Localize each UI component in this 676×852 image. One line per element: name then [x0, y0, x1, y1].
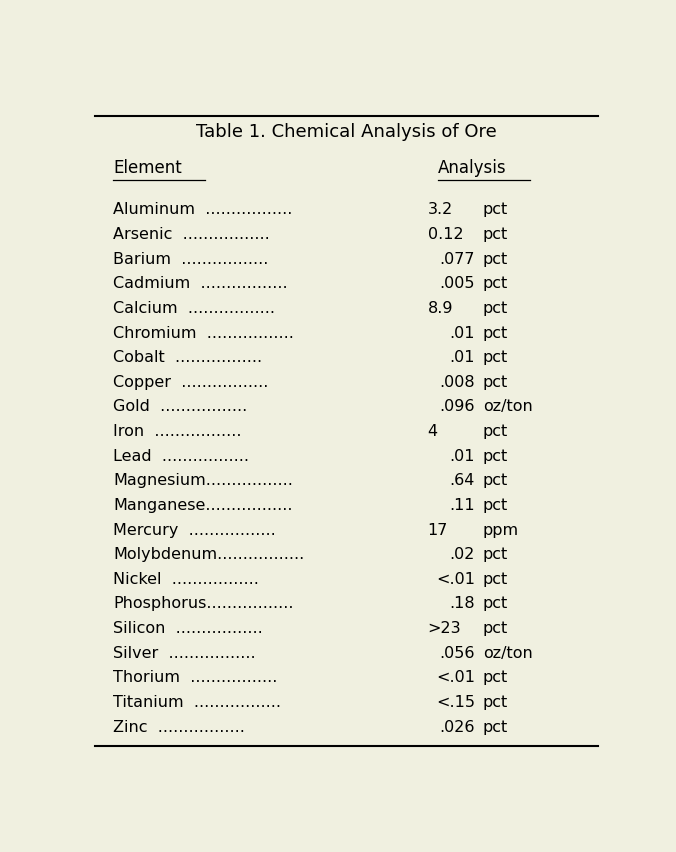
Text: Chromium  .................: Chromium .................: [114, 325, 294, 340]
Text: Table 1. Chemical Analysis of Ore: Table 1. Chemical Analysis of Ore: [196, 123, 497, 141]
Text: pct: pct: [483, 423, 508, 439]
Text: pct: pct: [483, 596, 508, 611]
Text: 3.2: 3.2: [428, 202, 453, 217]
Text: Arsenic  .................: Arsenic .................: [114, 227, 270, 242]
Text: .077: .077: [439, 251, 475, 267]
Text: Manganese.................: Manganese.................: [114, 498, 293, 512]
Text: .02: .02: [450, 547, 475, 561]
Text: Silver  .................: Silver .................: [114, 645, 256, 660]
Text: .01: .01: [450, 325, 475, 340]
Text: .01: .01: [450, 350, 475, 365]
Text: .026: .026: [439, 719, 475, 734]
Text: ppm: ppm: [483, 522, 518, 537]
Text: pct: pct: [483, 547, 508, 561]
Text: pct: pct: [483, 202, 508, 217]
Text: Zinc  .................: Zinc .................: [114, 719, 245, 734]
Text: Gold  .................: Gold .................: [114, 399, 247, 414]
Text: Aluminum  .................: Aluminum .................: [114, 202, 293, 217]
Text: Iron  .................: Iron .................: [114, 423, 242, 439]
Text: 0.12: 0.12: [428, 227, 463, 242]
Text: .005: .005: [439, 276, 475, 291]
Text: pct: pct: [483, 498, 508, 512]
Text: pct: pct: [483, 670, 508, 685]
Text: Titanium  .................: Titanium .................: [114, 694, 281, 709]
Text: pct: pct: [483, 620, 508, 636]
Text: Mercury  .................: Mercury .................: [114, 522, 276, 537]
Text: .64: .64: [450, 473, 475, 488]
Text: Calcium  .................: Calcium .................: [114, 301, 275, 315]
Text: Lead  .................: Lead .................: [114, 448, 249, 463]
Text: <.15: <.15: [436, 694, 475, 709]
Text: pct: pct: [483, 325, 508, 340]
Text: Barium  .................: Barium .................: [114, 251, 268, 267]
Text: Cadmium  .................: Cadmium .................: [114, 276, 288, 291]
Text: pct: pct: [483, 350, 508, 365]
Text: >23: >23: [428, 620, 461, 636]
Text: pct: pct: [483, 276, 508, 291]
Text: Nickel  .................: Nickel .................: [114, 571, 259, 586]
Text: pct: pct: [483, 448, 508, 463]
Text: oz/ton: oz/ton: [483, 645, 533, 660]
Text: .056: .056: [439, 645, 475, 660]
Text: oz/ton: oz/ton: [483, 399, 533, 414]
Text: pct: pct: [483, 473, 508, 488]
Text: Copper  .................: Copper .................: [114, 374, 268, 389]
Text: pct: pct: [483, 251, 508, 267]
Text: pct: pct: [483, 227, 508, 242]
Text: 17: 17: [428, 522, 448, 537]
Text: .096: .096: [439, 399, 475, 414]
Text: Thorium  .................: Thorium .................: [114, 670, 278, 685]
Text: Magnesium.................: Magnesium.................: [114, 473, 293, 488]
Text: pct: pct: [483, 374, 508, 389]
Text: .01: .01: [450, 448, 475, 463]
Text: pct: pct: [483, 571, 508, 586]
Text: pct: pct: [483, 719, 508, 734]
Text: .008: .008: [439, 374, 475, 389]
Text: <.01: <.01: [436, 670, 475, 685]
Text: Analysis: Analysis: [438, 158, 507, 177]
Text: Cobalt  .................: Cobalt .................: [114, 350, 262, 365]
Text: Molybdenum.................: Molybdenum.................: [114, 547, 305, 561]
Text: pct: pct: [483, 694, 508, 709]
Text: .18: .18: [449, 596, 475, 611]
Text: 4: 4: [428, 423, 438, 439]
Text: Phosphorus.................: Phosphorus.................: [114, 596, 294, 611]
Text: pct: pct: [483, 301, 508, 315]
Text: <.01: <.01: [436, 571, 475, 586]
Text: 8.9: 8.9: [428, 301, 453, 315]
Text: Silicon  .................: Silicon .................: [114, 620, 263, 636]
Text: Element: Element: [114, 158, 182, 177]
Text: .11: .11: [449, 498, 475, 512]
